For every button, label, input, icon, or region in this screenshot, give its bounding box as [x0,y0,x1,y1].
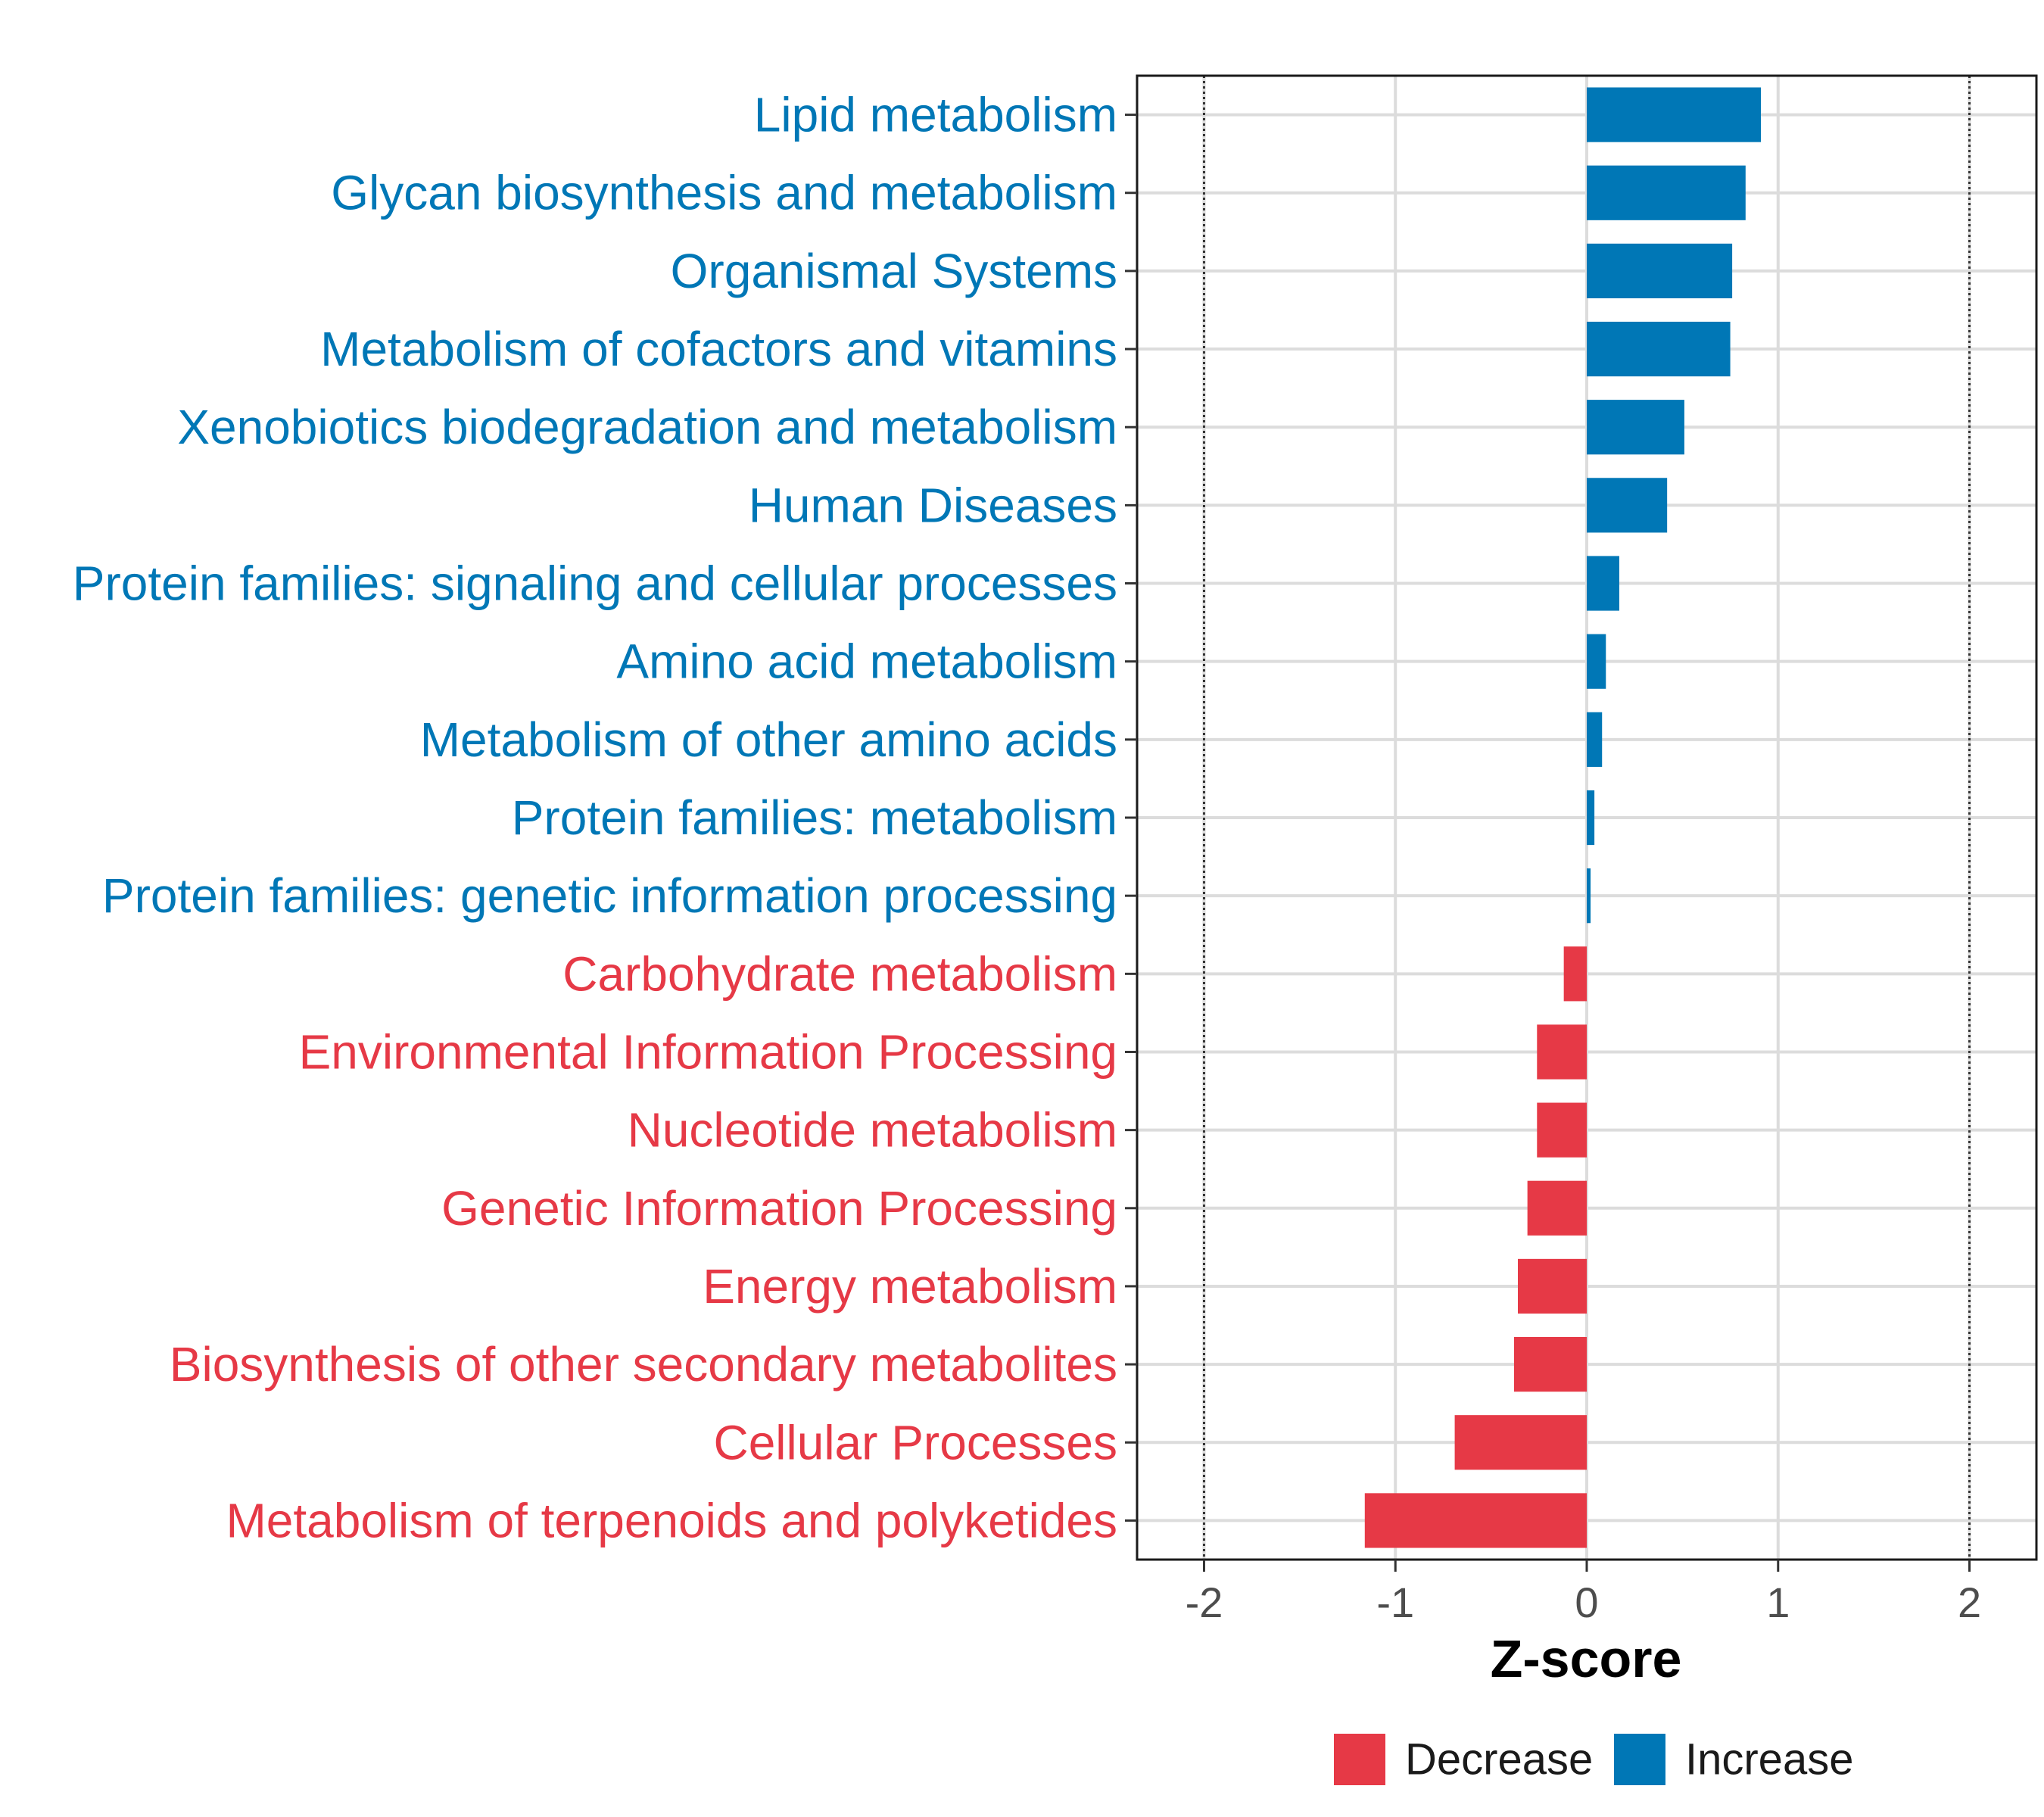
legend-swatch [1614,1734,1665,1785]
y-tick-label: Metabolism of cofactors and vitamins [320,322,1117,376]
y-tick-label: Carbohydrate metabolism [562,946,1117,1001]
legend: Decrease Increase [1334,1734,1853,1785]
reference-lines [1202,76,1971,1560]
y-tick-label: Biosynthesis of other secondary metaboli… [170,1337,1117,1392]
bar [1587,321,1731,377]
bars [1364,87,1762,1548]
bar [1587,556,1619,611]
bar [1537,1102,1587,1158]
x-tick-label: 0 [1575,1579,1598,1626]
y-tick-label: Environmental Information Processing [299,1024,1117,1079]
y-tick-label: Energy metabolism [703,1259,1117,1314]
legend-swatch [1334,1734,1385,1785]
y-tick-label: Lipid metabolism [754,88,1117,142]
bar [1527,1180,1587,1236]
y-tick-label: Cellular Processes [713,1415,1117,1469]
y-tick-label: Genetic Information Processing [441,1181,1117,1236]
y-tick-label: Organismal Systems [671,244,1117,298]
x-tick-label: -1 [1376,1579,1414,1626]
legend-label: Increase [1685,1735,1853,1784]
x-axis-ticks: -2 -1 0 1 2 [1186,1560,1981,1626]
bar [1364,1493,1587,1548]
y-tick-label: Glycan biosynthesis and metabolism [331,166,1117,220]
y-tick-label: Human Diseases [749,478,1117,532]
y-tick-label: Nucleotide metabolism [628,1103,1117,1158]
y-tick-label: Metabolism of terpenoids and polyketides [226,1493,1117,1547]
x-axis-title: Z-score [1491,1629,1682,1688]
x-tick-label: -2 [1186,1579,1223,1626]
y-axis-category-labels: Lipid metabolism Glycan biosynthesis and … [73,88,1117,1548]
bar [1587,790,1595,846]
bar [1587,243,1733,298]
bar [1587,165,1746,220]
bar [1563,946,1587,1002]
bar [1587,478,1668,533]
y-tick-label: Protein families: metabolism [512,790,1117,845]
y-tick-label: Protein families: genetic information pr… [102,868,1117,923]
bar [1513,1337,1587,1392]
bar [1587,634,1606,689]
bar [1587,868,1591,924]
y-tick-label: Protein families: signaling and cellular… [73,556,1117,611]
bar [1587,712,1603,767]
bar [1454,1415,1587,1470]
bar [1518,1258,1587,1314]
bar [1537,1024,1587,1080]
y-tick-label: Metabolism of other amino acids [420,712,1117,767]
y-tick-label: Xenobiotics biodegradation and metabolis… [177,400,1117,454]
bar [1587,400,1684,455]
y-axis-ticks [1125,114,1137,1522]
x-tick-label: 2 [1958,1579,1981,1626]
y-tick-label: Amino acid metabolism [616,634,1117,689]
bar [1587,87,1762,142]
legend-label: Decrease [1405,1735,1593,1784]
x-tick-label: 1 [1766,1579,1790,1626]
